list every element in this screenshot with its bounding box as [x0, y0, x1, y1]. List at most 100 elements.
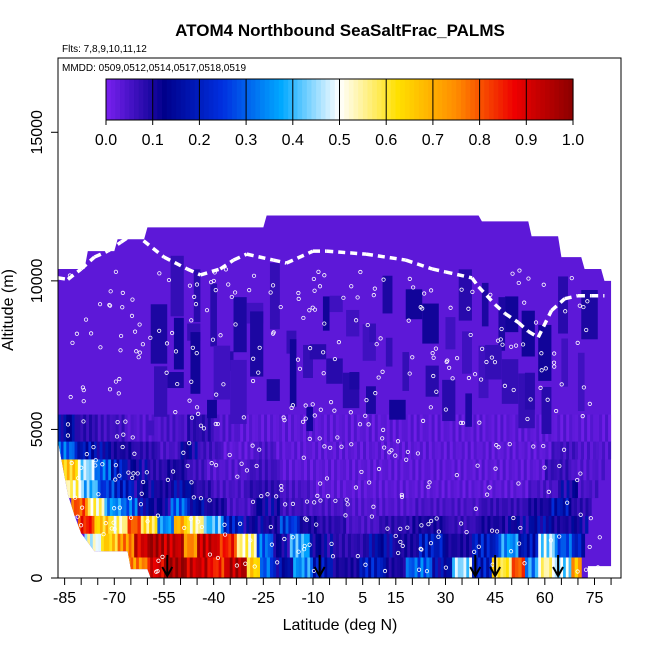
heatmap-cell — [256, 557, 261, 578]
heatmap-cell — [190, 414, 194, 442]
heatmap-cell — [359, 557, 363, 578]
sample-point — [485, 492, 490, 497]
sample-point — [123, 419, 128, 424]
heatmap-cell — [432, 557, 436, 578]
sample-point — [429, 518, 434, 524]
heatmap-cell — [598, 459, 602, 481]
heatmap-cell — [200, 515, 205, 534]
heatmap-cell — [306, 459, 311, 481]
sample-point — [241, 415, 246, 420]
heatmap-cell — [246, 515, 250, 534]
heatmap-cell — [91, 441, 95, 460]
heatmap-cell — [307, 557, 311, 578]
heatmap-cell — [545, 497, 550, 516]
colorbar-cell — [339, 79, 345, 120]
heatmap-cell — [226, 351, 234, 371]
heatmap-cell — [463, 459, 468, 481]
heatmap-cell — [167, 372, 184, 389]
colorbar-cell — [488, 79, 495, 120]
heatmap-cell — [566, 479, 570, 499]
heatmap-cell — [295, 557, 300, 578]
heatmap-cell — [75, 479, 79, 499]
sample-point — [131, 471, 136, 476]
heatmap-cell — [249, 459, 254, 481]
heatmap-cell — [543, 479, 547, 499]
heatmap-cell — [103, 479, 107, 499]
heatmap-cell — [236, 533, 241, 558]
heatmap-cell — [253, 533, 258, 558]
heatmap-cell — [577, 557, 582, 578]
heatmap-cell — [169, 414, 173, 442]
heatmap-cell — [334, 459, 338, 481]
heatmap-cell — [142, 441, 147, 460]
heatmap-cell — [128, 479, 132, 499]
sample-point — [538, 385, 543, 390]
heatmap-cell — [174, 441, 179, 460]
heatmap-cell — [464, 414, 468, 442]
flight-track-segment — [493, 303, 507, 315]
heatmap-cell — [66, 459, 71, 481]
heatmap-cell — [530, 441, 535, 460]
heatmap-cell — [532, 459, 537, 481]
heatmap-cell — [250, 311, 264, 377]
heatmap-cell — [356, 533, 361, 558]
heatmap-cell — [407, 414, 412, 442]
heatmap-cell — [232, 497, 237, 516]
heatmap-cell — [453, 479, 458, 499]
sample-point — [301, 455, 306, 460]
heatmap-cell — [291, 497, 296, 516]
heatmap-cell — [140, 515, 145, 534]
heatmap-cell — [581, 414, 585, 442]
heatmap-cell — [466, 459, 471, 481]
heatmap-cell — [294, 441, 298, 460]
heatmap-cell — [528, 479, 532, 499]
heatmap-cell — [513, 497, 518, 516]
heatmap-cell — [371, 533, 376, 558]
x-axis-label: Latitude (deg N) — [283, 617, 398, 634]
heatmap-cell — [294, 497, 299, 516]
heatmap-cell — [602, 441, 606, 460]
heatmap-cell — [205, 479, 209, 499]
heatmap-cell — [71, 414, 76, 442]
heatmap-cell — [405, 289, 423, 320]
heatmap-cell — [147, 420, 155, 436]
heatmap-cell — [249, 414, 253, 442]
heatmap-cell — [69, 441, 73, 460]
sample-point — [76, 476, 81, 481]
heatmap-cell — [424, 533, 429, 558]
heatmap-cell — [324, 557, 328, 578]
heatmap-cell — [525, 497, 529, 516]
heatmap-cell — [120, 497, 125, 516]
heatmap-cell — [382, 497, 386, 516]
heatmap-cell — [389, 399, 406, 420]
heatmap-cell — [113, 441, 118, 460]
heatmap-cell — [86, 515, 90, 534]
heatmap-cell — [409, 515, 413, 534]
sample-point — [494, 443, 499, 448]
sample-point — [492, 360, 498, 365]
heatmap-cell — [163, 557, 168, 578]
heatmap-cell — [324, 533, 328, 558]
heatmap-cell — [443, 557, 447, 578]
heatmap-cell — [551, 497, 555, 516]
x-tick-label: -10 — [301, 590, 324, 607]
heatmap-cell — [213, 479, 218, 499]
heatmap-cell — [210, 459, 214, 481]
heatmap-cell — [190, 332, 201, 394]
heatmap-cell — [112, 414, 117, 442]
sample-point — [214, 392, 219, 397]
sample-point — [80, 385, 85, 390]
heatmap-cell — [326, 414, 331, 442]
heatmap-cell — [196, 479, 200, 499]
heatmap-cell — [276, 459, 281, 481]
sample-point — [296, 296, 301, 302]
heatmap-cell — [145, 414, 150, 442]
heatmap-cell — [154, 441, 158, 460]
heatmap-cell — [282, 459, 287, 481]
heatmap-cell — [288, 441, 292, 460]
heatmap-cell — [467, 414, 471, 442]
heatmap-cell — [363, 441, 367, 460]
sample-point — [325, 493, 331, 499]
sample-point — [118, 333, 124, 339]
colorbar-cell — [479, 79, 485, 120]
